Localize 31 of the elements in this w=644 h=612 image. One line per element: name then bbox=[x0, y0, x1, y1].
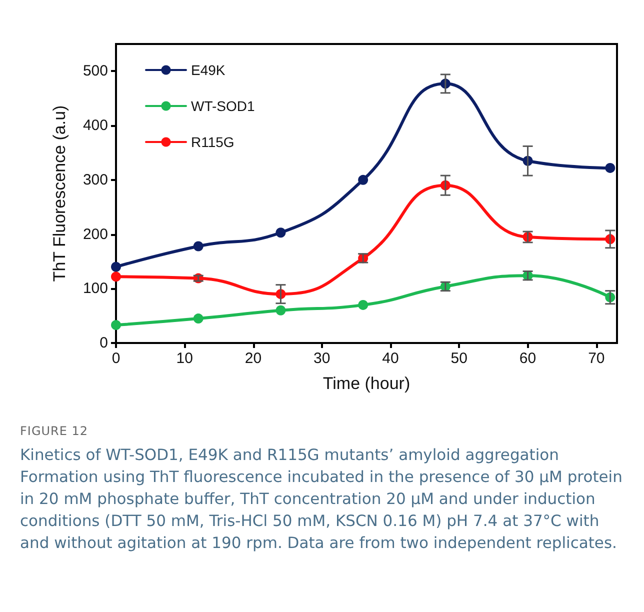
x-tick-label: 50 bbox=[450, 350, 468, 367]
y-tick-label: 400 bbox=[82, 117, 108, 134]
point bbox=[193, 241, 204, 252]
text: Kinetics of WT-SOD1, E49K and R115G mutants’ amyloid aggregation Formation using ThT fluorescence incubated in the presence of 30 μM protein in 20 mM phosphate buffer, ThT concentration 20 μM and under induction conditions (DTT 50 mM, Tris-HCl 50 mM, KSCN 0.16 M) pH 7.4 at 37°C with and without agitation at 190 rpm. Data are from two independent replicates. bbox=[20, 445, 624, 554]
y-tick-label: 500 bbox=[82, 62, 108, 80]
x-axis-title: Time (hour) bbox=[322, 374, 410, 393]
point bbox=[111, 320, 121, 330]
point bbox=[276, 228, 286, 238]
legend-label: R115G bbox=[191, 134, 234, 150]
point bbox=[358, 300, 368, 310]
y-tick-label: 300 bbox=[82, 171, 108, 188]
x-tick-label: 40 bbox=[382, 350, 399, 367]
x-tick-label: 20 bbox=[244, 350, 262, 367]
point bbox=[358, 174, 368, 185]
x-tick-label: 60 bbox=[519, 350, 536, 367]
caption: FIGURE 12 bbox=[20, 423, 90, 440]
point bbox=[111, 272, 121, 282]
y-axis-title: ThT Fluorescence (a.u) bbox=[50, 105, 69, 282]
x-tick-label: 30 bbox=[314, 350, 330, 367]
y-tick-label: 200 bbox=[82, 226, 108, 243]
x-tick-label: 10 bbox=[176, 350, 193, 367]
x-tick-label: 0 bbox=[112, 350, 120, 367]
point bbox=[193, 314, 204, 324]
point bbox=[605, 162, 616, 173]
y-tick-label: 0 bbox=[100, 334, 108, 352]
legend-label: E49K bbox=[191, 62, 226, 78]
legend-label: WT-SOD1 bbox=[191, 98, 255, 114]
y-tick-label: 100 bbox=[82, 280, 108, 298]
point bbox=[276, 305, 286, 316]
point bbox=[111, 262, 121, 272]
x-tick-label: 70 bbox=[588, 350, 605, 367]
